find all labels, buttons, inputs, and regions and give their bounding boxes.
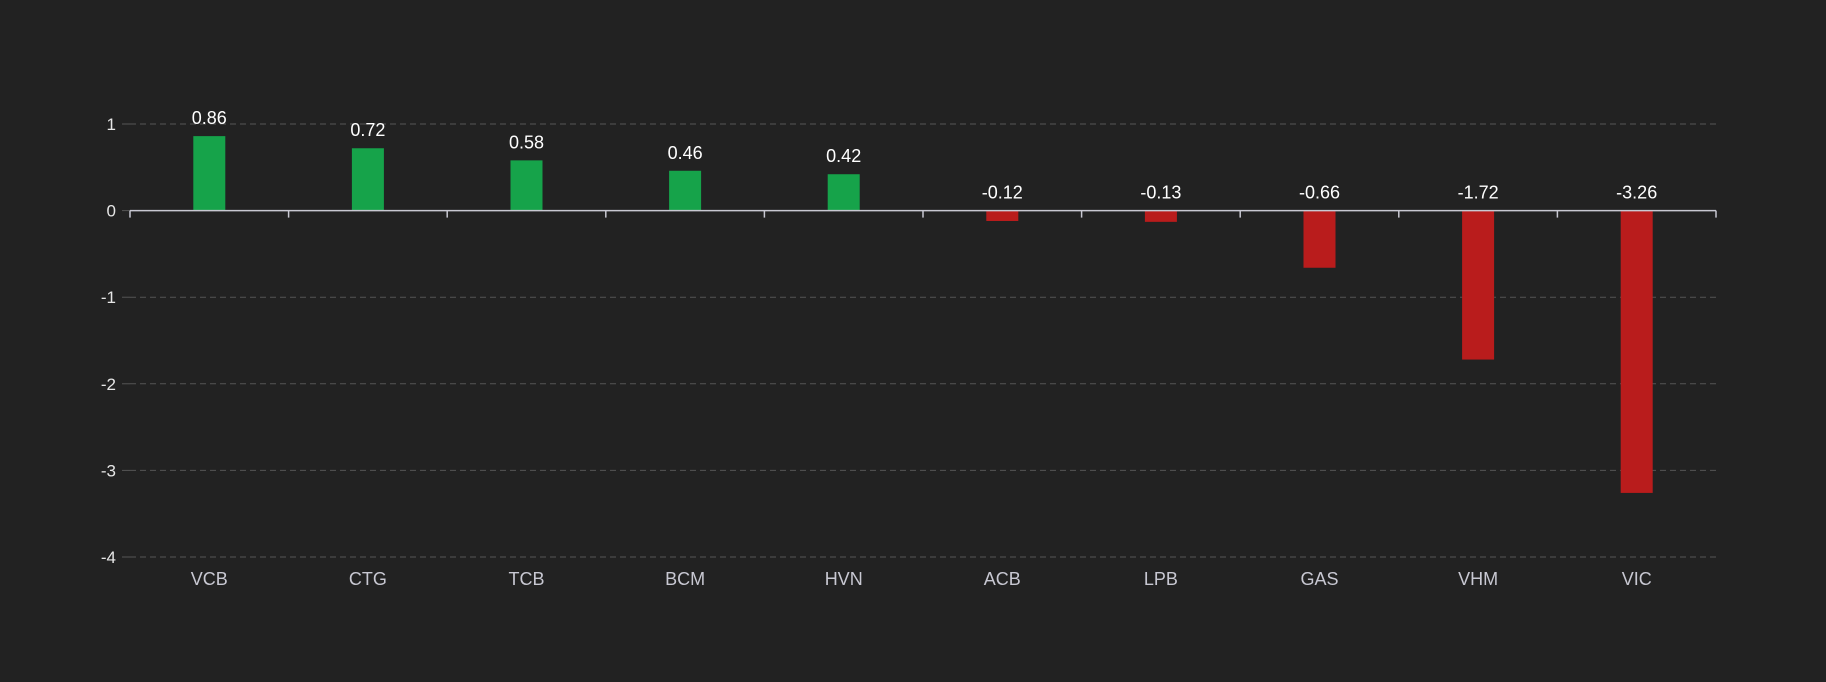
bar-gas[interactable] (1303, 210, 1336, 268)
y-tick-label: -4 (101, 548, 116, 567)
bar-vcb[interactable] (193, 136, 226, 211)
x-tick-label: GAS (1300, 569, 1338, 589)
bar-acb[interactable] (986, 210, 1019, 221)
x-tick-label: BCM (665, 569, 705, 589)
data-label: 0.72 (350, 120, 385, 140)
bar-bcm[interactable] (669, 170, 702, 211)
bar-ctg[interactable] (351, 148, 384, 211)
data-label: -0.66 (1299, 183, 1340, 203)
grid-lines (130, 123, 1716, 558)
y-tick-label: -1 (101, 288, 116, 307)
bar-lpb[interactable] (1144, 210, 1177, 222)
bar-tcb[interactable] (510, 160, 543, 211)
bars (193, 136, 1653, 493)
data-label: 0.58 (509, 132, 544, 152)
bar-hvn[interactable] (827, 174, 860, 211)
y-tick-label: -2 (101, 375, 116, 394)
y-tick-label: 1 (107, 115, 116, 134)
x-tick-label: VIC (1622, 569, 1652, 589)
data-label: -0.12 (982, 183, 1023, 203)
data-label: 0.46 (668, 143, 703, 163)
x-tick-label: HVN (825, 569, 863, 589)
x-tick-label: TCB (509, 569, 545, 589)
y-tick-label: -3 (101, 461, 116, 480)
data-label: -3.26 (1616, 183, 1657, 203)
bar-vhm[interactable] (1462, 210, 1495, 360)
x-axis (129, 209, 1717, 218)
x-axis-labels: VCB CTG TCB BCM HVN ACB LPB GAS VHM VIC (191, 569, 1652, 589)
y-axis: 1 0 -1 -2 -3 -4 (101, 115, 130, 567)
x-tick-label: VCB (191, 569, 228, 589)
data-label: 0.42 (826, 146, 861, 166)
y-tick-label: 0 (107, 202, 116, 221)
x-tick-label: VHM (1458, 569, 1498, 589)
x-tick-label: CTG (349, 569, 387, 589)
data-label: 0.86 (192, 108, 227, 128)
x-tick-label: LPB (1144, 569, 1178, 589)
data-label: -0.13 (1140, 183, 1181, 203)
x-tick-label: ACB (984, 569, 1021, 589)
bar-vic[interactable] (1620, 210, 1653, 493)
data-labels: 0.86 0.72 0.58 0.46 0.42 -0.12 -0.13 -0.66 -1.72… (192, 108, 1657, 202)
data-label: -1.72 (1458, 183, 1499, 203)
